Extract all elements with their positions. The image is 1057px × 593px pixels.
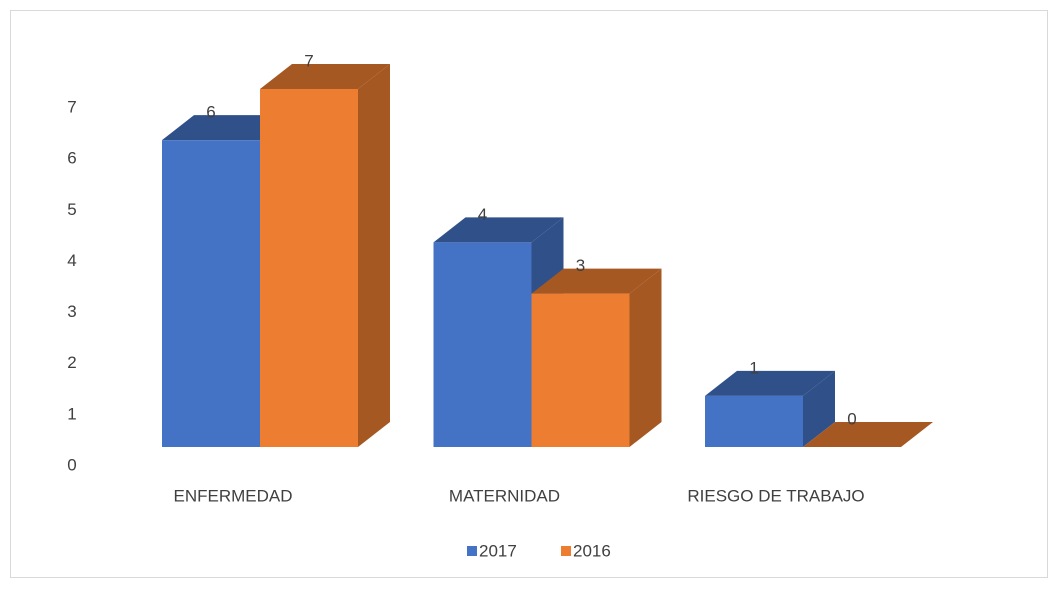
y-tick-label: 4 [67,251,76,270]
legend-label: 2016 [573,541,611,560]
bar-top [260,64,390,89]
y-tick-label: 0 [67,455,76,474]
y-tick-label: 6 [67,149,76,168]
legend-swatch [561,546,571,556]
bar-side [803,370,835,447]
bar-side [629,268,662,447]
bar [705,370,835,447]
bar-top [162,115,292,141]
bar-front [260,89,358,447]
bar-side [358,64,390,447]
bar-top [531,268,662,294]
data-label: 7 [304,51,313,70]
bar-top [705,370,835,396]
bar-front [531,293,630,447]
bar [531,268,662,447]
y-tick-label: 7 [67,97,76,116]
y-tick-label: 2 [67,353,76,372]
data-label: 4 [478,205,487,224]
data-label: 6 [206,103,215,122]
x-tick-label: MATERNIDAD [449,486,560,505]
bar [260,64,390,447]
x-tick-label: ENFERMEDAD [173,486,292,505]
bar-front [705,395,803,447]
x-tick-label: RIESGO DE TRABAJO [687,486,864,505]
data-label: 1 [749,358,758,377]
y-tick-label: 5 [67,200,76,219]
bar-front [162,140,260,447]
data-label: 3 [576,256,585,275]
bar-top [803,422,933,447]
bar-top [433,217,564,243]
bar [803,422,933,447]
legend-label: 2017 [479,541,517,560]
data-label: 0 [847,409,856,428]
y-tick-label: 1 [67,404,76,423]
bar-front [433,242,532,447]
legend-swatch [467,546,477,556]
y-tick-label: 3 [67,302,76,321]
